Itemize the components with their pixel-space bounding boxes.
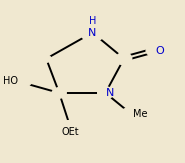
Text: H: H: [89, 16, 96, 26]
Ellipse shape: [6, 75, 31, 88]
Text: N: N: [88, 28, 97, 38]
Ellipse shape: [42, 55, 51, 62]
Ellipse shape: [116, 52, 132, 65]
Ellipse shape: [98, 87, 113, 99]
Text: N: N: [106, 88, 115, 98]
Text: OEt: OEt: [61, 127, 79, 137]
Ellipse shape: [80, 24, 105, 42]
Ellipse shape: [146, 45, 161, 56]
Text: Me: Me: [133, 109, 148, 119]
Ellipse shape: [120, 108, 142, 121]
Ellipse shape: [56, 121, 85, 134]
Text: HO: HO: [4, 76, 18, 87]
Ellipse shape: [52, 88, 66, 98]
Text: O: O: [155, 45, 164, 56]
